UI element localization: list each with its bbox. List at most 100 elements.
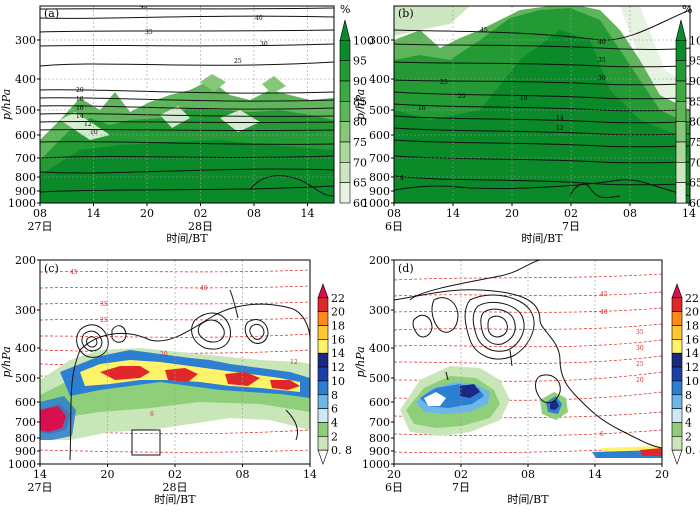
colorbar-label: 100	[353, 34, 374, 47]
panel-b-contour	[394, 139, 690, 148]
panel-b-frame	[393, 5, 691, 204]
colorbar-swatch	[317, 380, 329, 396]
panel-d-contour	[487, 315, 508, 338]
panel-c-contour	[69, 303, 310, 461]
panel-a-contour	[40, 113, 334, 117]
colorbar-swatch	[671, 297, 683, 312]
colorbar-swatch	[671, 394, 683, 409]
colorbar-label: 8	[685, 389, 692, 402]
panel-c-contour	[111, 325, 127, 343]
colorbar-triangle	[339, 19, 351, 41]
colorbar-swatch	[671, 311, 683, 326]
panel-a-contour	[40, 7, 334, 10]
y-tick-label: 900	[369, 185, 390, 198]
panel-d: 45 40 35 30 25 20 6 (d) 0. 8246810121416…	[393, 259, 700, 465]
colorbar-label: 16	[331, 333, 345, 346]
x-day-label: 6日	[385, 220, 403, 233]
panel-b-contour	[394, 179, 690, 197]
x-tick-label: 14	[303, 468, 317, 481]
y-tick-label: 300	[15, 304, 36, 317]
panel-c-contour	[76, 324, 109, 358]
contour-label: 18	[76, 96, 84, 103]
contour-label: 10	[90, 129, 98, 136]
panel-a-contour	[40, 29, 334, 33]
panel-d-black-contours	[394, 260, 662, 449]
colorbar-swatch	[339, 141, 351, 163]
y-tick-label: 200	[15, 254, 36, 267]
colorbar-label: 18	[685, 320, 699, 333]
panel-b-contour	[569, 183, 621, 199]
colorbar-label: 85	[353, 95, 367, 108]
x-tick-label: 02	[454, 468, 468, 481]
panel-b-contour	[394, 43, 690, 50]
panel-c-contour	[40, 449, 310, 453]
y-tick-label: 300	[369, 304, 390, 317]
colorbar-label: 6	[331, 403, 338, 416]
colorbar-swatch	[317, 436, 329, 451]
y-tick-label: 900	[15, 445, 36, 458]
panel-b-colorbar-unit: %	[682, 3, 692, 16]
colorbar-label: 60	[689, 197, 700, 210]
colorbar-swatch	[671, 325, 683, 340]
contour-label: 35	[145, 29, 153, 36]
y-tick-label: 400	[369, 342, 390, 355]
panel-b: 45 40 35 30 25 20 18 16 14 12 4 (b) 60 65…	[393, 3, 700, 210]
panel-d-contour	[394, 273, 662, 281]
panel-c-contour	[249, 323, 265, 340]
panel-d-contour	[464, 294, 535, 360]
colorbar-swatch	[317, 408, 329, 423]
y-tick-label: 700	[369, 416, 390, 429]
panel-d-contour	[394, 291, 662, 297]
contour-label: 12	[556, 125, 564, 132]
y-axis-title: p/hPa	[0, 89, 13, 120]
contour-label: 12	[84, 121, 92, 128]
colorbar-swatch	[339, 162, 351, 183]
panel-c-contour	[40, 301, 310, 305]
panel-a-contour	[40, 15, 334, 19]
x-tick-label: 20	[101, 468, 115, 481]
contour-label: 16	[76, 105, 84, 112]
y-axis-title: p/hPa	[354, 89, 367, 120]
colorbar-label: 80	[353, 116, 367, 129]
panel-d-contour	[445, 371, 449, 381]
y-tick-label: 300	[15, 34, 36, 47]
colorbar-label: 8	[331, 389, 338, 402]
panel-a-contour	[249, 175, 334, 197]
x-tick-label: 14	[301, 207, 315, 220]
y-tick-label: 400	[15, 73, 36, 86]
colorbar-label: 10	[331, 375, 345, 388]
colorbar-label: 6	[685, 403, 692, 416]
panel-d-contour	[394, 355, 662, 364]
colorbar-swatch	[317, 311, 329, 326]
contour-label: 35	[636, 329, 644, 336]
x-axis-title: 时间/BT	[154, 493, 196, 506]
y-tick-label: 800	[369, 171, 390, 184]
colorbar-swatch	[671, 408, 683, 423]
panel-c-contour	[191, 312, 231, 350]
colorbar-label: 4	[331, 416, 338, 429]
panel-b-label: (b)	[398, 7, 414, 20]
contour-label: 35	[100, 301, 108, 308]
x-tick-label: 02	[168, 468, 182, 481]
panel-b-contour	[394, 91, 690, 100]
panel-c-contour	[40, 333, 310, 338]
panel-c-contour	[81, 330, 103, 352]
x-tick-label: 20	[140, 207, 154, 220]
y-tick-label: 400	[15, 342, 36, 355]
colorbar-swatch	[317, 297, 329, 312]
panel-d-plot: 45 40 35 30 25 20 6	[394, 260, 662, 464]
contour-label: 14	[556, 115, 564, 122]
panel-b-rh-100	[394, 30, 690, 203]
colorbar-label: 85	[689, 95, 700, 108]
panel-c: 45 40 35 25 20 12 6 (c) 0. 8246810121416…	[39, 259, 352, 465]
colorbar-swatch	[675, 60, 687, 82]
panel-b-contour	[394, 115, 690, 124]
x-day-label: 27日	[28, 481, 53, 494]
colorbar-label: 95	[689, 55, 700, 68]
panel-a-colorbar: 60 65 70 75 80 85 90 95 100	[339, 19, 374, 210]
x-tick-label: 08	[236, 468, 250, 481]
colorbar-swatch	[339, 40, 351, 61]
